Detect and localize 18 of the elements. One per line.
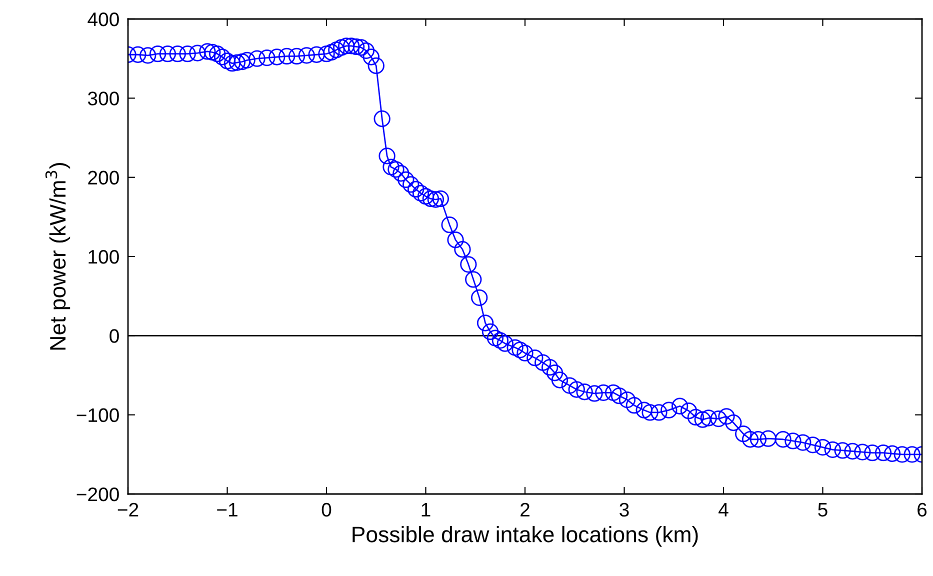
x-tick-label: 0 xyxy=(322,502,332,517)
x-tick-label: 6 xyxy=(918,502,927,517)
x-axis-title: Possible draw intake locations (km) xyxy=(352,526,698,547)
y-tick-label: 300 xyxy=(88,92,119,106)
x-tick-label: 4 xyxy=(718,503,728,516)
x-tick-label: 1 xyxy=(422,503,430,516)
x-tick-label: 3 xyxy=(620,502,629,517)
x-tick-label: −1 xyxy=(217,503,238,516)
x-tick-label: 5 xyxy=(818,503,828,517)
y-tick-label: 200 xyxy=(88,170,119,185)
x-tick-label: −2 xyxy=(118,502,138,516)
y-tick-label: 100 xyxy=(88,250,119,264)
x-tick-label: 2 xyxy=(520,502,530,516)
y-tick-label: 0 xyxy=(110,329,119,343)
y-tick-label: −200 xyxy=(76,487,119,502)
y-tick-label: 400 xyxy=(88,12,119,26)
y-tick-label: −100 xyxy=(76,408,119,422)
y-axis-title: Net power (kW/m$^{3}$) xyxy=(45,163,70,350)
